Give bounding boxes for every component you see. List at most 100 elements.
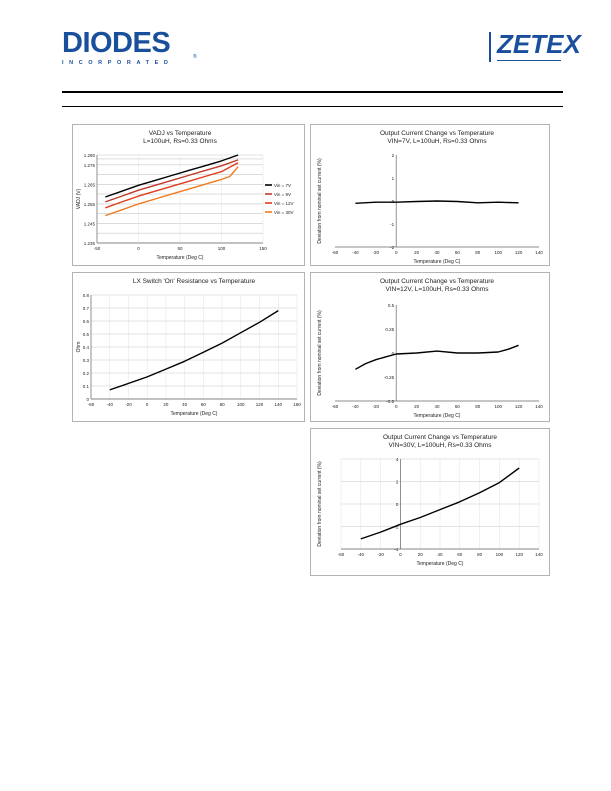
x-tick-label: 120 <box>515 552 523 557</box>
series-line-1 <box>105 159 239 203</box>
chart-title: LX Switch 'On' Resistance vs Temperature <box>133 278 256 285</box>
x-tick-label: 100 <box>494 250 502 255</box>
y-tick-label: 1.265 <box>84 182 96 187</box>
x-tick-label: -60 <box>332 250 339 255</box>
chart-subtitle: L=100uH, Rs=0.33 Ohms <box>143 138 217 145</box>
x-tick-label: 40 <box>434 404 440 409</box>
chart-subtitle: VIN=30V, L=100uH, Rs=0.33 Ohms <box>389 442 493 449</box>
y-axis-label: Deviation from nominal set current (%) <box>317 158 323 244</box>
x-tick-label: -20 <box>373 404 380 409</box>
x-tick-label: 60 <box>457 552 463 557</box>
x-tick-label: 80 <box>220 402 226 407</box>
y-axis-label: Deviation from nominal set current (%) <box>317 461 323 547</box>
x-tick-label: 140 <box>535 404 543 409</box>
x-tick-label: 40 <box>182 402 188 407</box>
x-tick-label: 20 <box>163 402 169 407</box>
chart-title: VADJ vs Temperature <box>149 130 212 137</box>
chart-out12-panel: Output Current Change vs Temperature VIN=… <box>310 272 550 422</box>
y-tick-label: 0.5 <box>388 303 395 308</box>
series-line-0 <box>360 467 520 540</box>
y-tick-label: 0.6 <box>83 319 90 324</box>
x-axis-label: Temperature (Deg C) <box>157 255 204 261</box>
chart-out7-panel: Output Current Change vs Temperature VIN=… <box>310 124 550 266</box>
y-tick-label: 1.280 <box>84 153 96 158</box>
x-axis-label: Temperature (Deg C) <box>414 259 461 265</box>
zetex-logo-text: ZETEX <box>497 29 581 59</box>
x-tick-label: 0 <box>146 402 149 407</box>
x-tick-label: -60 <box>338 552 345 557</box>
x-axis-label: Temperature (Deg C) <box>171 411 218 417</box>
y-tick-label: -2 <box>394 525 398 530</box>
y-tick-label: 0.3 <box>83 358 90 363</box>
x-tick-label: 140 <box>535 552 543 557</box>
x-tick-label: -40 <box>358 552 365 557</box>
y-tick-label: -4 <box>394 547 398 552</box>
y-tick-label: -0.25 <box>384 375 395 380</box>
x-tick-label: -50 <box>94 246 101 251</box>
x-tick-label: 20 <box>414 404 420 409</box>
x-tick-label: 60 <box>201 402 207 407</box>
x-tick-label: 100 <box>237 402 245 407</box>
y-tick-label: 0 <box>86 397 89 402</box>
y-tick-label: 0.2 <box>83 371 90 376</box>
chart-ron: LX Switch 'On' Resistance vs Temperature… <box>76 278 301 417</box>
x-tick-label: 120 <box>256 402 264 407</box>
y-axis-label: VADJ (V) <box>76 188 82 209</box>
series-line-0 <box>355 344 519 370</box>
chart-out30-panel: Output Current Change vs Temperature VIN=… <box>310 428 550 576</box>
x-tick-label: -40 <box>106 402 113 407</box>
y-tick-label: 4 <box>396 457 399 462</box>
x-tick-label: 140 <box>275 402 283 407</box>
diodes-logo-subtitle: INCORPORATED <box>62 60 174 66</box>
y-tick-label: 1.275 <box>84 163 96 168</box>
x-tick-label: -20 <box>125 402 132 407</box>
chart-title: Output Current Change vs Temperature <box>380 130 494 137</box>
x-tick-label: 80 <box>475 404 481 409</box>
legend-entry: Vin = 12V <box>274 201 294 206</box>
legend-entry: Vin = 9V <box>274 192 291 197</box>
diodes-logo-text: DIODES <box>62 27 171 59</box>
y-tick-label: -2 <box>390 245 394 250</box>
x-tick-label: 160 <box>293 402 301 407</box>
y-tick-label: 1 <box>392 176 395 181</box>
legend-entry: Vin = 7V <box>274 183 291 188</box>
chart-title: Output Current Change vs Temperature <box>383 434 497 441</box>
x-tick-label: 80 <box>477 552 483 557</box>
x-tick-label: -20 <box>373 250 380 255</box>
x-tick-label: -20 <box>377 552 384 557</box>
x-tick-label: -40 <box>352 250 359 255</box>
x-tick-label: -40 <box>352 404 359 409</box>
zetex-logo-bar <box>489 32 491 62</box>
x-tick-label: 0 <box>395 404 398 409</box>
x-tick-label: -60 <box>88 402 95 407</box>
chart-title: Output Current Change vs Temperature <box>380 278 494 285</box>
y-tick-label: 0.8 <box>83 293 90 298</box>
y-tick-label: 1.235 <box>84 241 96 246</box>
x-tick-label: 50 <box>177 246 183 251</box>
x-tick-label: 100 <box>494 404 502 409</box>
y-axis-label: Deviation from nominal set current (%) <box>317 310 323 396</box>
y-tick-label: 0 <box>392 351 395 356</box>
x-axis-label: Temperature (Deg C) <box>414 413 461 419</box>
zetex-logo: ZETEX <box>489 30 581 64</box>
y-tick-label: 0 <box>396 502 399 507</box>
chart-out30: Output Current Change vs TemperatureVIN=… <box>317 434 543 567</box>
y-tick-label: 2 <box>396 480 399 485</box>
chart-subtitle: VIN=7V, L=100uH, Rs=0.33 Ohms <box>387 138 487 145</box>
series-line-0 <box>355 200 519 204</box>
x-tick-label: 0 <box>399 552 402 557</box>
x-tick-label: 0 <box>137 246 140 251</box>
series-line-0 <box>105 154 239 198</box>
x-tick-label: 20 <box>414 250 420 255</box>
y-axis-label: Ohm <box>76 342 82 353</box>
x-tick-label: 0 <box>395 250 398 255</box>
x-tick-label: 40 <box>434 250 440 255</box>
y-tick-label: 2 <box>392 153 395 158</box>
chart-subtitle: VIN=12V, L=100uH, Rs=0.33 Ohms <box>386 286 490 293</box>
y-tick-label: 1.255 <box>84 202 96 207</box>
zetex-logo-underline <box>497 60 561 61</box>
y-tick-label: 0.1 <box>83 384 90 389</box>
y-tick-label: 0.7 <box>83 306 90 311</box>
x-tick-label: -60 <box>332 404 339 409</box>
